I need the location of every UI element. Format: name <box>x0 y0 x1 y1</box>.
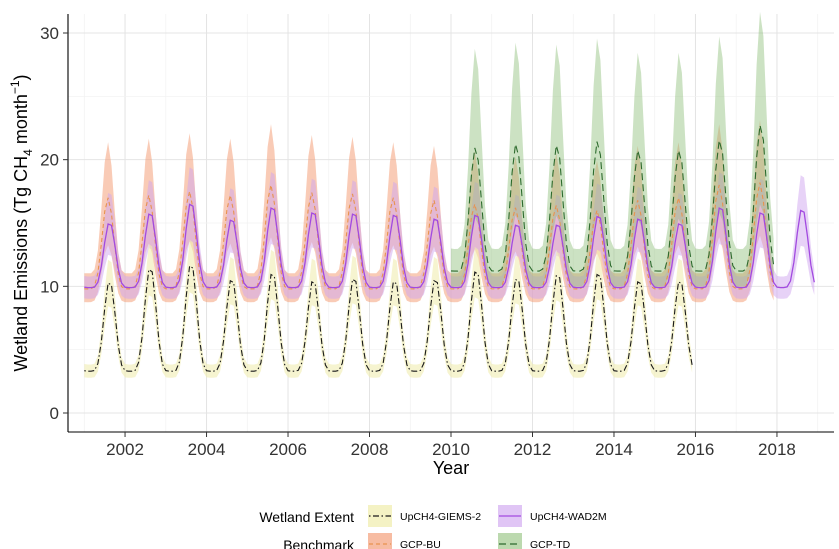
gcptd-legend-label: GCP-TD <box>530 539 571 549</box>
y-tick-label: 20 <box>40 151 59 170</box>
x-tick-label: 2008 <box>351 440 389 459</box>
x-tick-label: 2010 <box>432 440 470 459</box>
gcpbu-legend-label: GCP-BU <box>400 539 441 549</box>
y-tick-label: 30 <box>40 24 59 43</box>
giems2-series-line <box>84 265 693 372</box>
giems2-legend-label: UpCH4-GIEMS-2 <box>400 511 481 523</box>
gcpbu-series-line <box>84 182 775 290</box>
wad2m-legend-label: UpCH4-WAD2M <box>530 511 607 523</box>
giems2-legend-key <box>368 505 392 527</box>
gcptd-uncertainty-band <box>451 11 774 287</box>
legend-group-title: Wetland Extent <box>259 509 354 525</box>
legend: Wetland Extent UpCH4-GIEMS-2 UpCH4-WAD2M Be… <box>259 505 607 549</box>
gcpbu-uncertainty-band <box>84 120 774 303</box>
x-axis-title: Year <box>433 458 469 478</box>
series-lines <box>84 125 815 372</box>
uncertainty-bands <box>84 11 815 378</box>
gcpbu-legend-key <box>368 533 392 549</box>
y-tick-label: 10 <box>40 277 59 296</box>
axes: 2002 2004 2006 2008 2010 2012 2014 2016 2018 0 10 2… <box>8 14 834 478</box>
x-tick-label: 2004 <box>188 440 226 459</box>
gcptd-legend-key <box>498 533 522 549</box>
x-tick-label: 2006 <box>269 440 307 459</box>
x-tick-label: 2012 <box>514 440 552 459</box>
legend-group-title: Benchmark <box>283 537 355 549</box>
gcptd-series-line <box>450 125 775 272</box>
x-tick-label: 2002 <box>106 440 144 459</box>
y-axis-title: Wetland Emissions (Tg CH4 month−1) <box>8 74 35 371</box>
wad2m-series-line <box>84 203 815 289</box>
x-tick-label: 2016 <box>677 440 715 459</box>
x-tick-label: 2014 <box>595 440 633 459</box>
x-tick-label: 2018 <box>758 440 796 459</box>
wad2m-uncertainty-band <box>84 167 815 299</box>
y-tick-label: 0 <box>50 404 59 423</box>
